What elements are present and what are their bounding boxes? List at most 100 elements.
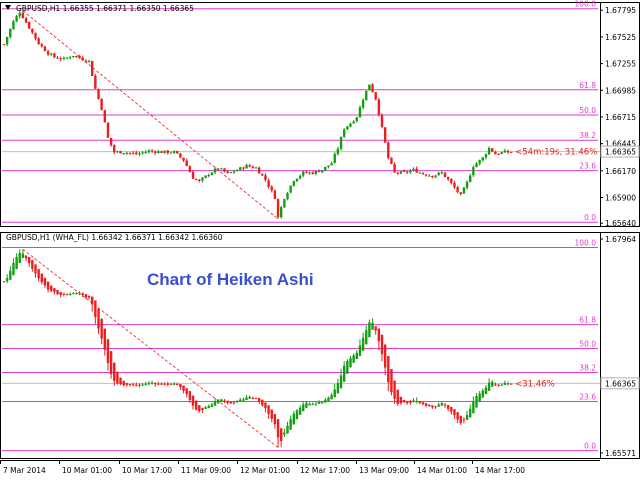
- candle-body: [31, 260, 34, 269]
- x-tick-label: 10 Mar 17:00: [122, 466, 172, 475]
- x-tick-label: 11 Mar 09:00: [181, 466, 231, 475]
- candle-body: [147, 150, 151, 153]
- candle-body: [424, 174, 428, 176]
- candle-body: [119, 377, 122, 384]
- candle-body: [415, 400, 418, 402]
- candle-body: [125, 152, 129, 154]
- candle-body: [343, 365, 346, 382]
- panel-price-header: GBPUSD,H1 1.66355 1.66371 1.66350 1.6636…: [16, 4, 194, 13]
- candle-body: [500, 152, 503, 154]
- annotation-heiken-ashi: Chart of Heiken Ashi: [147, 270, 314, 289]
- candle-body: [349, 358, 352, 368]
- candle-body: [415, 168, 418, 173]
- candle-body: [358, 107, 362, 118]
- candle-body: [232, 171, 236, 173]
- candle-body: [453, 409, 456, 416]
- candle-body: [352, 355, 355, 363]
- candle-body: [270, 409, 273, 419]
- panel-ha-header: GBPUSD,H1 (WHA_FL) 1.66342 1.66371 1.663…: [6, 233, 223, 242]
- candle-body: [478, 393, 481, 402]
- candle-body: [84, 60, 88, 62]
- candle-body: [21, 253, 25, 259]
- candle-body: [497, 384, 500, 386]
- y-tick-label: 1.67255: [605, 60, 636, 69]
- candle-body: [131, 384, 135, 386]
- candle-body: [53, 288, 56, 292]
- candle-body: [305, 402, 308, 408]
- candle-body: [248, 396, 251, 399]
- panel-heiken-ashi: 100.0 61.8 50.0 38.2 23.6 0.0 <31.46% 1.67964 1.…: [0, 232, 640, 459]
- x-tick-label: 12 Mar 17:00: [300, 466, 350, 475]
- candle-body: [374, 326, 377, 331]
- candle-body: [333, 154, 336, 163]
- candle-body: [169, 152, 173, 154]
- candle-body: [478, 159, 481, 164]
- candle-body: [5, 36, 9, 45]
- candle-body: [232, 402, 236, 404]
- y-tick-label: 1.67964: [605, 235, 636, 244]
- candle-body: [122, 380, 125, 386]
- candle-body: [179, 383, 182, 388]
- candle-body: [147, 383, 151, 385]
- candle-body: [116, 371, 119, 384]
- x-tick-label: 7 Mar 2014: [3, 466, 46, 475]
- triangle-down-icon[interactable]: [5, 5, 11, 10]
- candle-body: [377, 328, 381, 342]
- candle-body: [320, 402, 324, 404]
- candle-body: [387, 356, 390, 383]
- candle-body: [295, 178, 299, 182]
- current-price-label: 1.66365: [605, 148, 636, 157]
- candle-body: [292, 413, 295, 425]
- candle-body: [248, 165, 251, 167]
- candle-body: [28, 257, 31, 264]
- fib-level-label: 61.8: [579, 81, 596, 90]
- candle-body: [91, 296, 94, 305]
- candle-body: [239, 399, 242, 402]
- candle-body: [270, 186, 273, 191]
- candle-body: [409, 401, 412, 403]
- countdown-label: <31.46%: [515, 379, 555, 389]
- candle-body: [84, 294, 88, 298]
- candle-body: [2, 281, 6, 283]
- candle-body: [406, 400, 409, 403]
- candle-body: [371, 84, 374, 93]
- candle-body: [361, 337, 365, 351]
- candle-body: [336, 383, 340, 394]
- candle-body: [128, 152, 132, 154]
- candle-body: [509, 383, 513, 385]
- candle-body: [157, 383, 160, 385]
- candle-body: [166, 150, 169, 154]
- y-tick-label: 1.66170: [605, 167, 636, 176]
- candle-body: [349, 123, 352, 127]
- candle-body: [191, 171, 195, 179]
- candle-body: [324, 399, 327, 403]
- candle-body: [188, 391, 192, 400]
- candle-body: [257, 398, 261, 402]
- candle-body: [194, 400, 198, 410]
- candle-body: [380, 334, 384, 355]
- candle-body: [418, 172, 421, 174]
- candle-body: [283, 432, 286, 435]
- candle-body: [201, 177, 204, 181]
- candle-body: [267, 180, 270, 187]
- candle-body: [365, 90, 368, 101]
- candle-body: [308, 172, 311, 174]
- candle-body: [261, 173, 264, 176]
- candle-body: [128, 383, 132, 386]
- fib-level-label: 61.8: [579, 316, 596, 325]
- candle-body: [2, 44, 6, 46]
- candle-body: [226, 400, 229, 403]
- candle-body: [78, 293, 81, 295]
- candle-body: [377, 99, 381, 116]
- candle-body: [393, 164, 396, 173]
- candle-body: [15, 256, 18, 270]
- candle-body: [21, 12, 25, 19]
- candle-body: [320, 170, 324, 173]
- candle-body: [254, 167, 258, 169]
- candle-body: [34, 32, 37, 39]
- candle-body: [122, 153, 125, 155]
- candle-body: [223, 400, 226, 402]
- candle-body: [207, 174, 210, 176]
- candle-body: [491, 148, 494, 152]
